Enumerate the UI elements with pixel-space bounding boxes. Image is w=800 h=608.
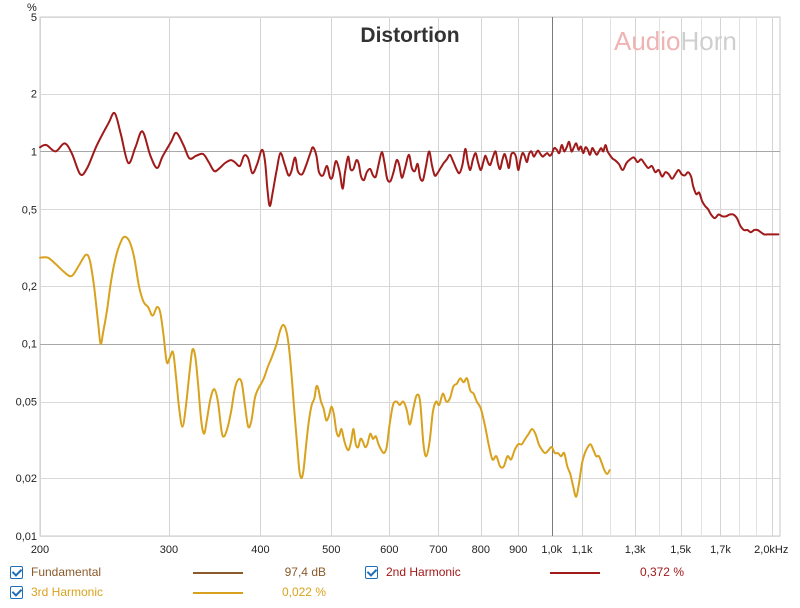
legend-label-3rd-harmonic: 3rd Harmonic (31, 585, 104, 599)
y-tick-label: 0,5 (22, 204, 37, 216)
x-tick-label: 700 (429, 544, 447, 556)
x-tick-label: 1,3k (625, 544, 646, 556)
x-tick-label: 800 (472, 544, 490, 556)
legend-value-fundamental: 97,4 dB (284, 565, 326, 579)
y-tick-label: 0,2 (22, 281, 37, 293)
brand-logo-audio: Audio (614, 26, 681, 56)
2nd-harmonic-line (39, 111, 780, 236)
grid (39, 16, 781, 537)
x-tick-label: 300 (160, 544, 178, 556)
chart-title: Distortion (360, 24, 459, 47)
y-tick-label: 2 (31, 89, 37, 101)
legend-value-2nd-harmonic: 0,372 % (639, 565, 684, 579)
legend-swatch-3rd-harmonic (193, 592, 243, 594)
brand-logo-horn: Horn (681, 26, 737, 56)
x-tick-label: 400 (251, 544, 269, 556)
y-tick-label: 0,1 (22, 339, 37, 351)
y-tick-label: 1 (31, 146, 37, 158)
y-tick-label: 0,01 (16, 531, 37, 543)
legend-item-3rd-harmonic[interactable]: 3rd Harmonic (10, 582, 103, 602)
3rd-harmonic-line (39, 235, 611, 498)
x-tick-label: 200 (31, 544, 49, 556)
legend-label-fundamental: Fundamental (31, 565, 102, 579)
legend-label-2nd-harmonic: 2nd Harmonic (386, 565, 461, 579)
series-group (39, 111, 780, 498)
legend-swatch-fundamental (193, 572, 243, 574)
second-harmonic-checkbox[interactable] (365, 565, 378, 579)
legend-item-2nd-harmonic[interactable]: 2nd Harmonic (365, 562, 461, 582)
x-tick-label: 1,0k (541, 544, 562, 556)
y-tick-label: 0,05 (16, 397, 37, 409)
x-tick-label: 500 (322, 544, 340, 556)
distortion-chart: 200 300 400 500 600 700 800 900 1,0k 1,1k 1,3k 1,5k… (16, 2, 789, 556)
x-tick-label: 600 (380, 544, 398, 556)
x-tick-label: 1,7k (710, 544, 731, 556)
legend-value-3rd-harmonic: 0,022 % (281, 585, 326, 599)
legend: Fundamental 97,4 dB 2nd Harmonic 0,372 %… (0, 560, 800, 608)
legend-item-fundamental[interactable]: Fundamental (10, 562, 101, 582)
y-tick-label: 0,02 (16, 473, 37, 485)
x-tick-label: 2,0kHz (754, 544, 788, 556)
y-axis-unit: % (27, 2, 37, 14)
legend-swatch-2nd-harmonic (550, 572, 600, 574)
x-axis-ticks: 200 300 400 500 600 700 800 900 1,0k 1,1k 1,3k 1,5k… (31, 544, 789, 556)
brand-logo: AudioHorn (614, 26, 737, 56)
fundamental-checkbox[interactable] (10, 565, 23, 579)
x-tick-label: 1,5k (670, 544, 691, 556)
x-tick-label: 1,1k (572, 544, 593, 556)
y-axis-ticks: 5 2 1 0,5 0,2 0,1 0,05 0,02 0,01 (16, 12, 37, 543)
x-tick-label: 900 (509, 544, 527, 556)
y-tick-label: 5 (31, 12, 37, 24)
third-harmonic-checkbox[interactable] (10, 585, 23, 599)
